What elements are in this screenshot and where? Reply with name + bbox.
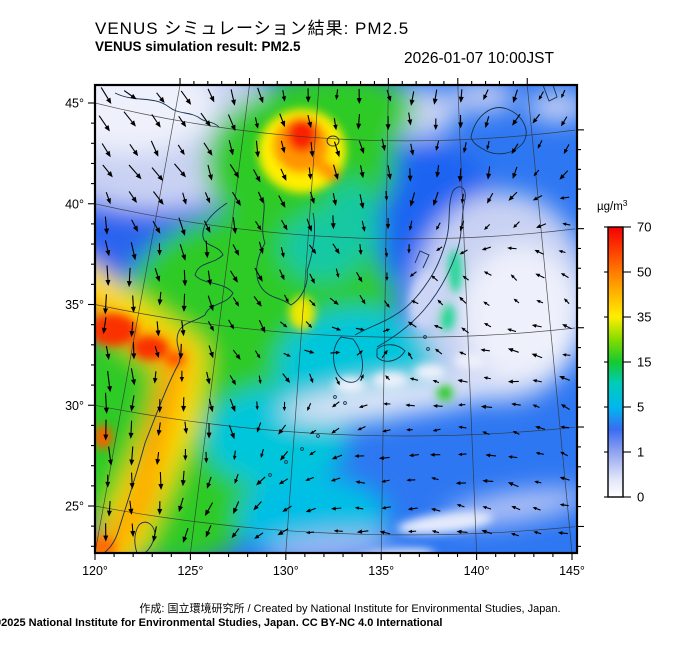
lon-tick-label: 130° <box>273 564 299 578</box>
lon-tick-label: 120° <box>82 564 108 578</box>
colorbar-tick-label: 35 <box>637 310 651 325</box>
colorbar-tick-label: 0 <box>637 490 644 505</box>
credit-line-1: 作成: 国立環境研究所 / Created by National Instit… <box>139 603 561 615</box>
colorbar-tick-label: 70 <box>637 220 651 235</box>
colorbar-unit-label: µg/m3 <box>597 198 628 213</box>
lat-tick-label: 25° <box>65 500 84 514</box>
lon-tick-label: 125° <box>177 564 203 578</box>
lon-tick-label: 140° <box>464 564 490 578</box>
forecast-timestamp: 2026-01-07 10:00JST <box>404 50 554 67</box>
lat-tick-label: 30° <box>65 399 84 413</box>
colorbar-legend: µg/m3 70 50 35 15 5 1 0 <box>597 198 651 505</box>
colorbar-tick-label: 50 <box>637 265 651 280</box>
lon-tick-label: 135° <box>368 564 394 578</box>
axis-ticks <box>88 78 584 560</box>
colorbar-tick-label: 5 <box>637 400 644 415</box>
colorbar-tick-label: 1 <box>637 445 644 460</box>
lat-tick-label: 40° <box>65 197 84 211</box>
credit-line-2: ©2025 National Institute for Environment… <box>0 617 443 629</box>
colorbar-tick-label: 15 <box>637 355 651 370</box>
page-title-japanese: VENUS シミュレーション結果: PM2.5 <box>95 19 410 38</box>
lat-tick-label: 45° <box>65 97 84 111</box>
axis-labels: 120° 125° 130° 135° 140° 145° 45° 40° 35° 30° 25° <box>65 97 585 579</box>
coastlines <box>102 85 558 553</box>
page-title-english: VENUS simulation result: PM2.5 <box>95 39 301 54</box>
lon-tick-label: 145° <box>559 564 585 578</box>
lat-tick-label: 35° <box>65 298 84 312</box>
wind-vector-layer <box>98 87 572 543</box>
map-field <box>95 85 577 553</box>
graticule <box>95 85 576 553</box>
map-frame <box>93 83 579 555</box>
